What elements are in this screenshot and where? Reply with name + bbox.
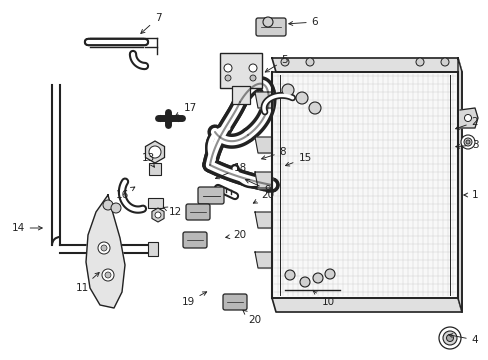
Polygon shape: [254, 92, 271, 108]
Bar: [148, 242, 158, 256]
Polygon shape: [86, 195, 125, 308]
Polygon shape: [459, 108, 477, 128]
Text: 8: 8: [261, 147, 286, 159]
Circle shape: [102, 269, 114, 281]
Circle shape: [282, 84, 293, 96]
Text: 4: 4: [448, 334, 477, 345]
Circle shape: [155, 212, 161, 218]
Circle shape: [111, 203, 121, 213]
Polygon shape: [254, 212, 271, 228]
Bar: [220, 53, 262, 88]
FancyBboxPatch shape: [223, 294, 246, 310]
Text: 13: 13: [141, 153, 154, 167]
Circle shape: [465, 140, 469, 144]
Text: 20: 20: [253, 190, 274, 203]
Text: 18: 18: [215, 163, 246, 179]
Circle shape: [281, 58, 288, 66]
Text: 14: 14: [11, 223, 42, 233]
Circle shape: [415, 58, 423, 66]
Text: 3: 3: [455, 140, 477, 150]
Circle shape: [299, 277, 309, 287]
Circle shape: [312, 273, 323, 283]
Polygon shape: [457, 58, 461, 72]
Text: 11: 11: [75, 273, 99, 293]
Circle shape: [446, 334, 452, 342]
Text: 20: 20: [225, 230, 246, 240]
Circle shape: [442, 331, 456, 345]
Bar: [148, 198, 163, 208]
Circle shape: [440, 58, 448, 66]
FancyBboxPatch shape: [198, 187, 224, 204]
Polygon shape: [271, 298, 461, 312]
Circle shape: [325, 269, 334, 279]
Text: 7: 7: [141, 13, 161, 33]
Circle shape: [224, 75, 230, 81]
Circle shape: [308, 102, 320, 114]
Circle shape: [249, 75, 256, 81]
Text: 10: 10: [312, 290, 334, 307]
Circle shape: [305, 58, 313, 66]
Bar: [149, 163, 161, 175]
Circle shape: [98, 242, 110, 254]
Circle shape: [438, 327, 460, 349]
Text: 20: 20: [243, 310, 261, 325]
Circle shape: [101, 245, 107, 251]
Circle shape: [463, 138, 471, 146]
Circle shape: [149, 146, 161, 158]
Circle shape: [295, 92, 307, 104]
Text: 17: 17: [175, 103, 196, 116]
Circle shape: [285, 270, 294, 280]
Circle shape: [460, 135, 474, 149]
Text: 1: 1: [463, 190, 477, 200]
Text: 12: 12: [163, 207, 181, 217]
Circle shape: [103, 200, 113, 210]
Text: 6: 6: [288, 17, 318, 27]
Polygon shape: [254, 172, 271, 188]
Circle shape: [105, 272, 111, 278]
FancyBboxPatch shape: [256, 18, 285, 36]
Text: 2: 2: [455, 117, 477, 129]
FancyBboxPatch shape: [183, 232, 206, 248]
Circle shape: [464, 114, 470, 122]
Polygon shape: [271, 58, 461, 72]
Polygon shape: [457, 58, 461, 312]
Bar: [231, 86, 249, 104]
Polygon shape: [254, 137, 271, 153]
Text: 15: 15: [285, 153, 311, 166]
Text: 9: 9: [245, 179, 271, 195]
Circle shape: [263, 17, 272, 27]
Text: 16: 16: [115, 187, 135, 200]
Text: 5: 5: [264, 55, 288, 72]
FancyBboxPatch shape: [185, 204, 209, 220]
Text: 19: 19: [181, 292, 206, 307]
Circle shape: [224, 64, 231, 72]
Polygon shape: [271, 72, 457, 298]
Polygon shape: [254, 252, 271, 268]
Circle shape: [248, 64, 257, 72]
